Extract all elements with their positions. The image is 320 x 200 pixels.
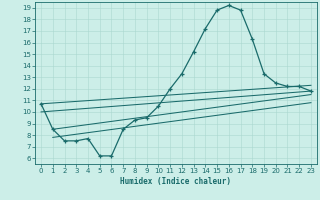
- X-axis label: Humidex (Indice chaleur): Humidex (Indice chaleur): [121, 177, 231, 186]
